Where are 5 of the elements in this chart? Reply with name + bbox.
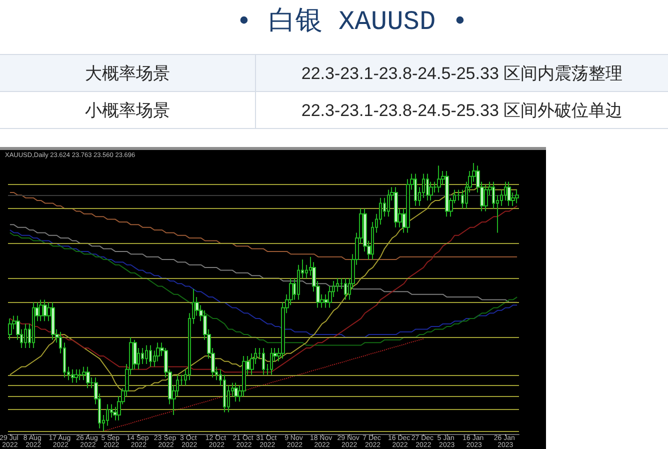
- text: 22.3-23.1-23.8-24.5-25.33 区间内震荡整理: [256, 54, 668, 92]
- text: 大概率场景: [0, 54, 256, 92]
- text: 22.3-23.1-23.8-24.5-25.33 区间外破位单边: [256, 92, 668, 128]
- text: 小概率场景: [0, 92, 256, 128]
- chart-title: • 白银 XAUUSD •: [234, 6, 470, 40]
